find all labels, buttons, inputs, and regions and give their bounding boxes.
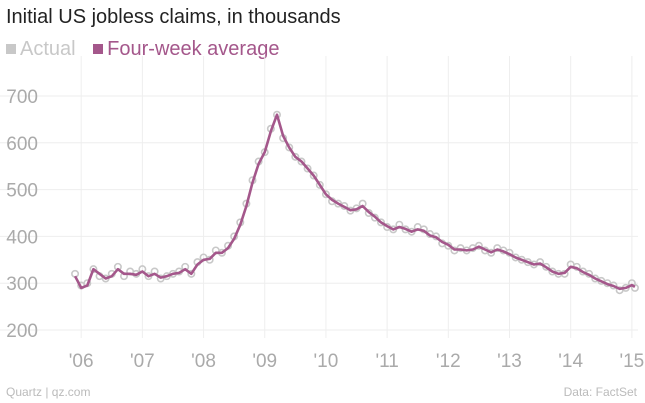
actual-point-0 <box>71 269 80 278</box>
y-axis-ticks: 200 300 400 500 600 700 <box>6 87 38 342</box>
actual-points <box>71 110 639 295</box>
actual-point-36 <box>291 152 300 161</box>
x-tick-2007: '07 <box>130 351 155 372</box>
y-tick-600: 600 <box>6 134 38 155</box>
actual-point-19 <box>187 269 196 278</box>
x-tick-2010: '10 <box>314 351 339 372</box>
y-tick-500: 500 <box>6 181 38 202</box>
actual-point-40 <box>315 180 324 189</box>
x-tick-2011: '11 <box>375 351 398 372</box>
actual-point-41 <box>321 190 330 199</box>
legend-label-four-week-average: Four-week average <box>107 37 280 60</box>
actual-point-49 <box>370 213 379 222</box>
legend-item-four-week-average: Four-week average <box>93 38 279 61</box>
y-tick-200: 200 <box>6 321 38 342</box>
x-tick-2014: '14 <box>558 351 583 372</box>
actual-point-35 <box>285 143 294 152</box>
data-source: Data: FactSet <box>563 385 637 399</box>
source-credit: Quartz | qz.com <box>6 385 91 399</box>
x-tick-2008: '08 <box>191 351 216 372</box>
y-tick-300: 300 <box>6 274 38 295</box>
legend-swatch-actual <box>6 44 16 54</box>
x-tick-2013: '13 <box>497 351 522 372</box>
chart-title: Initial US jobless claims, in thousands <box>6 6 341 28</box>
gridlines <box>0 56 638 338</box>
actual-point-66 <box>474 241 483 250</box>
legend: Actual Four-week average <box>6 37 291 61</box>
x-tick-2009: '09 <box>252 351 277 372</box>
legend-swatch-four-week-average <box>93 44 104 54</box>
actual-point-76 <box>536 258 545 267</box>
actual-point-92 <box>630 283 639 292</box>
x-tick-2006: '06 <box>69 351 94 372</box>
y-tick-700: 700 <box>6 87 38 108</box>
x-tick-2015: '15 <box>619 351 644 372</box>
actual-point-39 <box>309 171 318 180</box>
average-line <box>73 113 636 291</box>
average-line-path <box>73 113 636 291</box>
legend-label-actual: Actual <box>20 37 76 60</box>
legend-item-actual: Actual <box>6 38 76 61</box>
actual-point-38 <box>303 164 312 173</box>
x-tick-2012: '12 <box>436 351 461 372</box>
actual-point-68 <box>487 248 496 257</box>
actual-point-37 <box>297 157 306 166</box>
y-tick-400: 400 <box>6 227 38 248</box>
x-axis-ticks: '06 '07 '08 '09 '10 '11 '12 '13 '14 '15 <box>69 351 644 372</box>
actual-point-50 <box>377 218 386 227</box>
